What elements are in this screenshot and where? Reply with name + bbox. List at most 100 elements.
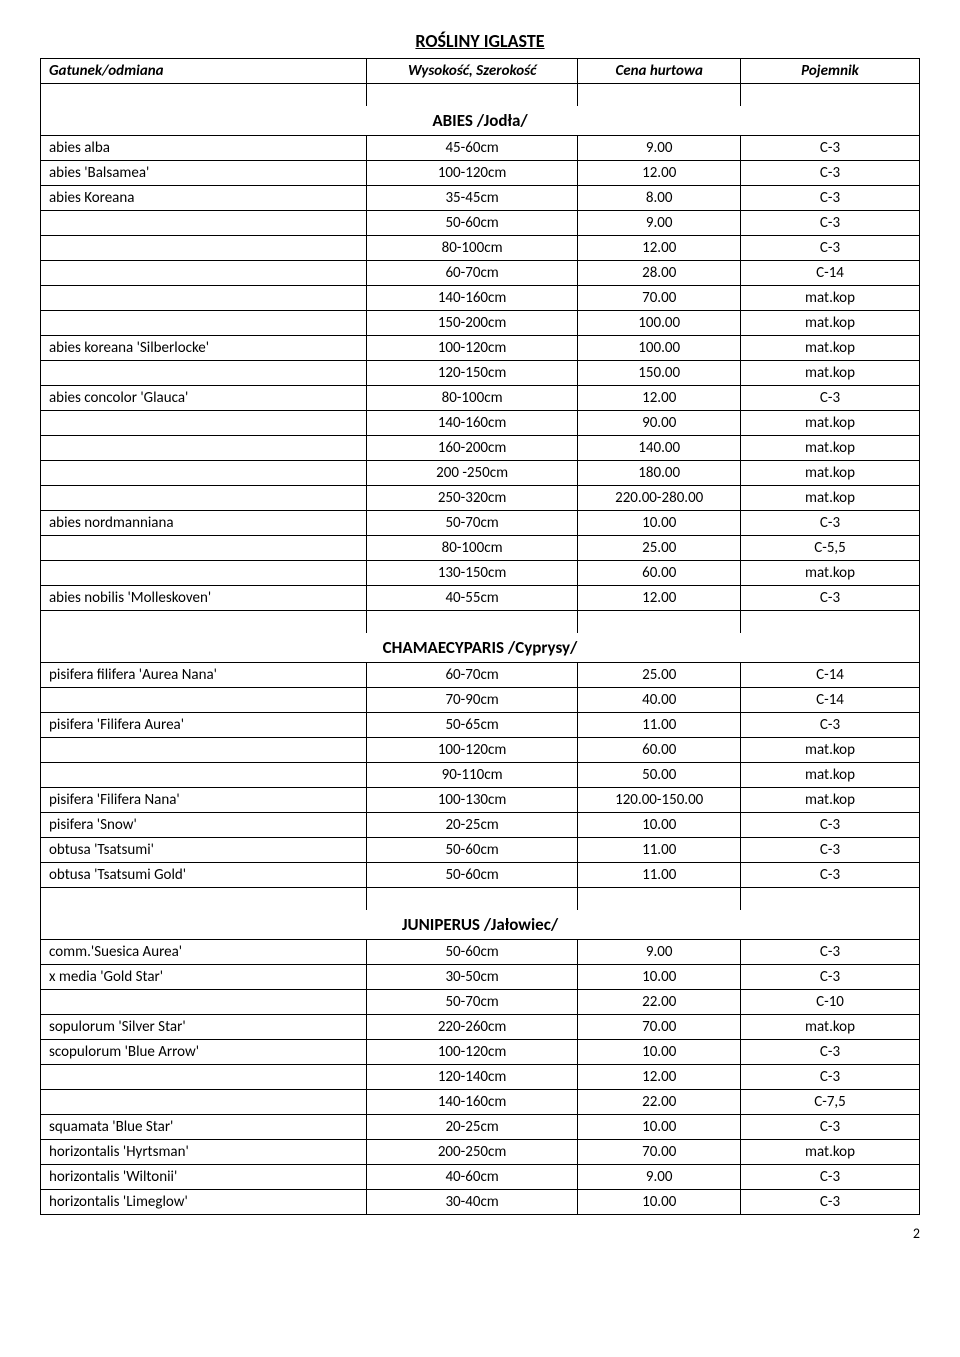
cell-price: 60.00	[578, 738, 741, 763]
table-row: abies nobilis 'Molleskoven'40-55cm12.00C…	[41, 586, 920, 611]
cell-price: 70.00	[578, 286, 741, 311]
cell-container: mat.kop	[741, 738, 920, 763]
cell-container: C-3	[741, 965, 920, 990]
cell-container: mat.kop	[741, 436, 920, 461]
table-row: 60-70cm28.00C-14	[41, 261, 920, 286]
cell-container: C-7,5	[741, 1090, 920, 1115]
cell-container: C-3	[741, 713, 920, 738]
section-title: ABIES /Jodła/	[41, 106, 920, 136]
section-title: JUNIPERUS /Jałowiec/	[41, 910, 920, 940]
cell-price: 8.00	[578, 186, 741, 211]
cell-container: mat.kop	[741, 411, 920, 436]
cell-container: C-3	[741, 1065, 920, 1090]
table-row: pisifera 'Filifera Aurea'50-65cm11.00C-3	[41, 713, 920, 738]
cell-container: C-3	[741, 1040, 920, 1065]
table-row: 140-160cm70.00mat.kop	[41, 286, 920, 311]
cell-species: pisifera 'Filifera Nana'	[41, 788, 367, 813]
cell-size: 45-60cm	[366, 136, 578, 161]
header-size: Wysokość, Szerokość	[366, 59, 578, 84]
table-row: x media 'Gold Star'30-50cm10.00C-3	[41, 965, 920, 990]
cell-size: 60-70cm	[366, 261, 578, 286]
cell-container: mat.kop	[741, 286, 920, 311]
cell-species: comm.'Suesica Aurea'	[41, 940, 367, 965]
table-row: sopulorum 'Silver Star'220-260cm70.00mat…	[41, 1015, 920, 1040]
cell-size: 30-40cm	[366, 1190, 578, 1215]
cell-species: abies Koreana	[41, 186, 367, 211]
cell-species: horizontalis 'Hyrtsman'	[41, 1140, 367, 1165]
cell-species	[41, 990, 367, 1015]
cell-price: 12.00	[578, 236, 741, 261]
table-row: abies koreana 'Silberlocke'100-120cm100.…	[41, 336, 920, 361]
section-title: CHAMAECYPARIS /Cyprysy/	[41, 633, 920, 663]
spacer-row	[41, 84, 920, 107]
cell-price: 70.00	[578, 1015, 741, 1040]
cell-size: 120-140cm	[366, 1065, 578, 1090]
cell-container: C-3	[741, 511, 920, 536]
table-row: 250-320cm220.00-280.00mat.kop	[41, 486, 920, 511]
section-title-row: CHAMAECYPARIS /Cyprysy/	[41, 633, 920, 663]
cell-container: mat.kop	[741, 361, 920, 386]
cell-price: 150.00	[578, 361, 741, 386]
cell-price: 25.00	[578, 536, 741, 561]
cell-size: 80-100cm	[366, 386, 578, 411]
section-title-row: ABIES /Jodła/	[41, 106, 920, 136]
price-table: Gatunek/odmiana Wysokość, Szerokość Cena…	[40, 58, 920, 1215]
spacer-row	[41, 888, 920, 911]
cell-species: squamata 'Blue Star'	[41, 1115, 367, 1140]
cell-price: 100.00	[578, 336, 741, 361]
cell-container: C-3	[741, 586, 920, 611]
cell-species: horizontalis 'Limeglow'	[41, 1190, 367, 1215]
cell-size: 50-70cm	[366, 511, 578, 536]
cell-container: mat.kop	[741, 336, 920, 361]
cell-price: 50.00	[578, 763, 741, 788]
cell-species	[41, 461, 367, 486]
table-row: pisifera filifera 'Aurea Nana'60-70cm25.…	[41, 663, 920, 688]
cell-size: 100-130cm	[366, 788, 578, 813]
table-row: abies alba45-60cm9.00C-3	[41, 136, 920, 161]
cell-container: C-3	[741, 211, 920, 236]
cell-size: 80-100cm	[366, 236, 578, 261]
cell-container: C-3	[741, 386, 920, 411]
table-row: 120-150cm150.00mat.kop	[41, 361, 920, 386]
cell-size: 150-200cm	[366, 311, 578, 336]
table-row: abies nordmanniana50-70cm10.00C-3	[41, 511, 920, 536]
cell-size: 220-260cm	[366, 1015, 578, 1040]
cell-price: 9.00	[578, 1165, 741, 1190]
cell-price: 9.00	[578, 136, 741, 161]
cell-price: 180.00	[578, 461, 741, 486]
cell-price: 12.00	[578, 586, 741, 611]
cell-species	[41, 486, 367, 511]
cell-species	[41, 361, 367, 386]
table-row: 130-150cm60.00mat.kop	[41, 561, 920, 586]
cell-species	[41, 211, 367, 236]
table-row: 50-60cm9.00C-3	[41, 211, 920, 236]
table-row: abies concolor 'Glauca'80-100cm12.00C-3	[41, 386, 920, 411]
cell-size: 100-120cm	[366, 336, 578, 361]
cell-species	[41, 311, 367, 336]
cell-container: C-3	[741, 1165, 920, 1190]
cell-size: 250-320cm	[366, 486, 578, 511]
cell-price: 10.00	[578, 813, 741, 838]
cell-price: 28.00	[578, 261, 741, 286]
table-row: horizontalis 'Wiltonii'40-60cm9.00C-3	[41, 1165, 920, 1190]
cell-container: C-3	[741, 186, 920, 211]
cell-size: 200 -250cm	[366, 461, 578, 486]
page-number: 2	[40, 1225, 920, 1242]
cell-species	[41, 1065, 367, 1090]
cell-price: 22.00	[578, 1090, 741, 1115]
table-row: 120-140cm12.00C-3	[41, 1065, 920, 1090]
table-row: obtusa 'Tsatsumi Gold'50-60cm11.00C-3	[41, 863, 920, 888]
cell-price: 90.00	[578, 411, 741, 436]
table-row: 50-70cm22.00C-10	[41, 990, 920, 1015]
cell-container: mat.kop	[741, 486, 920, 511]
cell-price: 25.00	[578, 663, 741, 688]
cell-size: 120-150cm	[366, 361, 578, 386]
cell-container: mat.kop	[741, 461, 920, 486]
header-price: Cena hurtowa	[578, 59, 741, 84]
cell-price: 60.00	[578, 561, 741, 586]
table-row: 160-200cm140.00mat.kop	[41, 436, 920, 461]
cell-species: obtusa 'Tsatsumi Gold'	[41, 863, 367, 888]
cell-size: 100-120cm	[366, 161, 578, 186]
cell-container: C-3	[741, 236, 920, 261]
table-row: 80-100cm12.00C-3	[41, 236, 920, 261]
